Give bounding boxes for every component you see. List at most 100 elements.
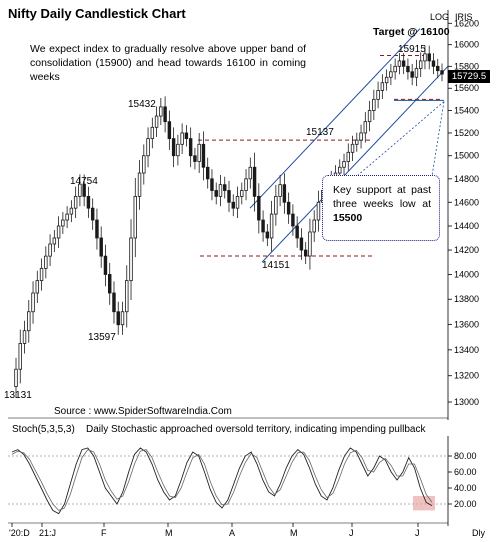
price-tick-label: 14400 — [454, 221, 479, 231]
candle-body — [414, 68, 419, 78]
candle-body — [316, 201, 321, 221]
candle-body — [384, 76, 389, 84]
price-annotation: 13597 — [88, 332, 116, 343]
price-tick-label: 15400 — [454, 105, 479, 115]
candle-body — [48, 243, 52, 257]
candle-body — [269, 213, 274, 239]
price-tick-label: 15000 — [454, 151, 479, 161]
candle-body — [184, 132, 189, 140]
stoch-tick-label: 20.00 — [454, 499, 477, 509]
candle-body — [218, 184, 223, 197]
price-annotation: 14754 — [70, 176, 98, 187]
candle-body — [299, 237, 304, 251]
stoch-tick-label: 60.00 — [454, 467, 477, 477]
candle-body — [171, 138, 176, 157]
candle-body — [346, 151, 351, 162]
candle-body — [44, 255, 48, 269]
price-annotation: 13131 — [4, 390, 32, 401]
candle-body — [146, 138, 150, 157]
time-tick-label: J — [349, 528, 354, 538]
candle-body — [431, 60, 436, 67]
stoch-series — [11, 447, 433, 515]
key-support-box — [322, 175, 440, 241]
candle-body — [125, 280, 129, 313]
candle-body — [427, 53, 431, 62]
candle-body — [372, 98, 376, 111]
price-tick-label: 16000 — [454, 40, 479, 50]
candle-body — [201, 143, 206, 168]
candle-body — [116, 311, 120, 326]
candle-body — [163, 106, 167, 123]
candle-body — [188, 138, 193, 157]
candle-body — [210, 178, 214, 191]
candle-body — [359, 132, 363, 141]
current-price-badge: 15729.5 — [448, 70, 490, 83]
candle-body — [167, 121, 172, 140]
candle-body — [436, 65, 440, 72]
price-tick-label: 13400 — [454, 345, 479, 355]
candle-body — [154, 115, 159, 128]
candle-body — [99, 237, 103, 257]
candle-body — [376, 90, 380, 100]
candle-body — [410, 71, 414, 78]
candle-body — [350, 143, 355, 153]
price-tick-label: 14000 — [454, 269, 479, 279]
candle-body — [278, 184, 282, 197]
time-tick-label: M — [165, 528, 173, 538]
candle-body — [78, 183, 82, 197]
stoch-line-1 — [11, 447, 433, 515]
price-tick-label: 13600 — [454, 319, 479, 329]
stoch-line-2 — [11, 449, 433, 511]
price-annotation: 14151 — [262, 260, 290, 271]
price-tick-label: 15800 — [454, 61, 479, 71]
key-support-value: 15500 — [333, 212, 363, 224]
candle-body — [261, 219, 265, 233]
candle-body — [180, 132, 184, 145]
candle-body — [223, 184, 227, 191]
candle-body — [418, 60, 423, 69]
stoch-tick-label: 80.00 — [454, 451, 477, 461]
key-support-text: Key support at past three weeks low at 1… — [333, 183, 431, 225]
time-tick-label: M — [290, 528, 298, 538]
time-tick-label: 21:J — [39, 528, 56, 538]
candle-body — [65, 213, 69, 221]
candle-body — [248, 166, 253, 180]
candle-body — [176, 143, 180, 157]
candle-body — [18, 343, 22, 370]
candle-body — [193, 155, 197, 162]
stoch-label: Stoch(5,3,5,3) — [12, 424, 75, 435]
price-tick-label: 13200 — [454, 371, 479, 381]
candle-body — [231, 201, 235, 209]
stoch-axis: 20.00 40.00 60.00 80.00 — [447, 436, 477, 526]
time-tick-label: '20:D — [9, 528, 30, 538]
candle-body — [252, 166, 257, 197]
candle-body — [244, 178, 248, 191]
candle-body — [303, 249, 308, 257]
candle-body — [380, 82, 385, 91]
period-label: Dly — [472, 528, 485, 538]
candle-body — [159, 106, 163, 117]
callout-line — [431, 101, 445, 177]
target-label: Target @ 16100 — [373, 26, 450, 38]
chart-title: Nifty Daily Candlestick Chart — [8, 6, 186, 21]
key-support-label: Key support at past three weeks low at — [333, 184, 431, 210]
stoch-comment: Daily Stochastic approached oversold ter… — [86, 424, 426, 435]
candle-body — [214, 190, 218, 197]
candle-body — [235, 195, 240, 209]
candle-body — [56, 225, 61, 239]
price-tick-label: 16200 — [454, 18, 479, 28]
candle-body — [401, 60, 406, 67]
candle-body — [286, 201, 291, 215]
candle-body — [35, 280, 40, 294]
candle-body — [291, 213, 295, 227]
candle-body — [355, 139, 359, 145]
candle-body — [86, 195, 91, 209]
commentary-text: We expect index to gradually resolve abo… — [30, 43, 306, 83]
candlestick-series — [14, 45, 444, 399]
time-tick-label: J — [415, 528, 420, 538]
candle-body — [308, 231, 312, 257]
price-tick-label: 13000 — [454, 397, 479, 407]
candle-body — [338, 166, 342, 174]
channel-upper-line — [249, 28, 421, 209]
